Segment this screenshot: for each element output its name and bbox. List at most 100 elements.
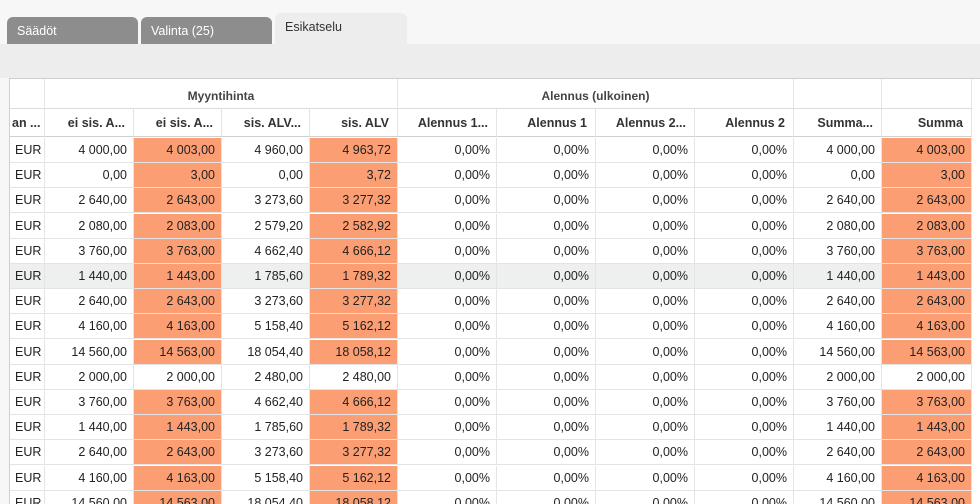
table-row[interactable]: EUR 3 760,00 3 763,00 4 662,40 4 666,12 0,00%…: [10, 390, 972, 415]
cell-gross-price-2: 18 058,12: [310, 340, 398, 365]
cell-sum-2: 3 763,00: [882, 239, 972, 264]
cell-discount-2: 0,00%: [695, 466, 794, 491]
cell-gross-price-1: 3 273,60: [222, 440, 310, 465]
cell-currency: EUR: [10, 264, 45, 289]
cell-currency: EUR: [10, 314, 45, 339]
cell-net-price-2: 2 643,00: [134, 188, 222, 213]
cell-currency: EUR: [10, 491, 45, 504]
table-row[interactable]: EUR 14 560,00 14 563,00 18 054,40 18 058,12 0…: [10, 340, 972, 365]
cell-currency: EUR: [10, 466, 45, 491]
table-row[interactable]: EUR 1 440,00 1 443,00 1 785,60 1 789,32 0,00%…: [10, 264, 972, 289]
cell-discount-2: 0,00%: [695, 314, 794, 339]
table-row[interactable]: EUR 2 080,00 2 083,00 2 579,20 2 582,92 0,00%…: [10, 214, 972, 239]
column-header-discount-1-a[interactable]: Alennus 1...: [398, 109, 497, 137]
cell-discount-2-a: 0,00%: [596, 314, 695, 339]
cell-discount-1: 0,00%: [497, 340, 596, 365]
table-row[interactable]: EUR 3 760,00 3 763,00 4 662,40 4 666,12 0,00%…: [10, 239, 972, 264]
cell-gross-price-1: 5 158,40: [222, 466, 310, 491]
cell-gross-price-2: 2 480,00: [310, 365, 398, 390]
cell-discount-1: 0,00%: [497, 239, 596, 264]
cell-discount-2: 0,00%: [695, 239, 794, 264]
cell-net-price-1: 14 560,00: [45, 340, 134, 365]
cell-sum-1: 2 640,00: [794, 440, 882, 465]
cell-discount-2-a: 0,00%: [596, 264, 695, 289]
table-row[interactable]: EUR 1 440,00 1 443,00 1 785,60 1 789,32 0,00%…: [10, 415, 972, 440]
cell-discount-2-a: 0,00%: [596, 289, 695, 314]
cell-sum-2: 2 643,00: [882, 440, 972, 465]
cell-discount-1: 0,00%: [497, 314, 596, 339]
cell-discount-1-a: 0,00%: [398, 390, 497, 415]
cell-sum-1: 2 640,00: [794, 289, 882, 314]
column-header-currency[interactable]: an ...: [10, 109, 45, 137]
column-header-sum-1[interactable]: Summa...: [794, 109, 882, 137]
cell-net-price-2: 2 083,00: [134, 214, 222, 239]
cell-sum-2: 2 083,00: [882, 214, 972, 239]
cell-net-price-2: 2 643,00: [134, 440, 222, 465]
table-row[interactable]: EUR 14 560,00 14 563,00 18 054,40 18 058,12 0…: [10, 491, 972, 504]
column-header-sum-2[interactable]: Summa: [882, 109, 972, 137]
cell-discount-1: 0,00%: [497, 365, 596, 390]
cell-net-price-1: 2 640,00: [45, 188, 134, 213]
cell-gross-price-1: 4 662,40: [222, 239, 310, 264]
cell-net-price-1: 2 640,00: [45, 440, 134, 465]
cell-currency: EUR: [10, 163, 45, 188]
cell-discount-1: 0,00%: [497, 440, 596, 465]
cell-discount-2: 0,00%: [695, 491, 794, 504]
cell-discount-2-a: 0,00%: [596, 214, 695, 239]
cell-net-price-2: 2 000,00: [134, 365, 222, 390]
cell-sum-1: 2 080,00: [794, 214, 882, 239]
cell-gross-price-1: 1 785,60: [222, 415, 310, 440]
cell-sum-1: 4 000,00: [794, 138, 882, 163]
cell-gross-price-1: 4 960,00: [222, 138, 310, 163]
column-header-discount-1[interactable]: Alennus 1: [497, 109, 596, 137]
table-row[interactable]: EUR 4 160,00 4 163,00 5 158,40 5 162,12 0,00%…: [10, 314, 972, 339]
group-header-myyntihinta: Myyntihinta: [45, 79, 398, 109]
cell-discount-1-a: 0,00%: [398, 415, 497, 440]
cell-gross-price-2: 1 789,32: [310, 415, 398, 440]
cell-net-price-1: 2 000,00: [45, 365, 134, 390]
table-row[interactable]: EUR 2 640,00 2 643,00 3 273,60 3 277,32 0,00%…: [10, 440, 972, 465]
cell-discount-2: 0,00%: [695, 163, 794, 188]
cell-sum-2: 14 563,00: [882, 491, 972, 504]
cell-gross-price-1: 0,00: [222, 163, 310, 188]
cell-sum-2: 2 000,00: [882, 365, 972, 390]
cell-net-price-1: 2 640,00: [45, 289, 134, 314]
cell-net-price-1: 3 760,00: [45, 390, 134, 415]
column-header-net-price-1[interactable]: ei sis. A...: [45, 109, 134, 137]
tab-saadot[interactable]: Säädöt: [7, 17, 138, 44]
cell-net-price-2: 14 563,00: [134, 491, 222, 504]
cell-discount-2-a: 0,00%: [596, 340, 695, 365]
cell-discount-1-a: 0,00%: [398, 365, 497, 390]
cell-currency: EUR: [10, 239, 45, 264]
table-row[interactable]: EUR 4 160,00 4 163,00 5 158,40 5 162,12 0,00%…: [10, 466, 972, 491]
cell-net-price-1: 14 560,00: [45, 491, 134, 504]
cell-net-price-2: 3,00: [134, 163, 222, 188]
cell-discount-1: 0,00%: [497, 214, 596, 239]
cell-discount-1-a: 0,00%: [398, 188, 497, 213]
cell-currency: EUR: [10, 289, 45, 314]
cell-gross-price-1: 18 054,40: [222, 491, 310, 504]
cell-gross-price-2: 4 666,12: [310, 390, 398, 415]
column-header-discount-2-a[interactable]: Alennus 2...: [596, 109, 695, 137]
tab-esikatselu[interactable]: Esikatselu: [275, 13, 407, 44]
cell-currency: EUR: [10, 390, 45, 415]
cell-net-price-1: 4 000,00: [45, 138, 134, 163]
table-row[interactable]: EUR 2 000,00 2 000,00 2 480,00 2 480,00 0,00%…: [10, 365, 972, 390]
column-header-gross-price-1[interactable]: sis. ALV...: [222, 109, 310, 137]
cell-net-price-1: 2 080,00: [45, 214, 134, 239]
table-row[interactable]: EUR 2 640,00 2 643,00 3 273,60 3 277,32 0,00%…: [10, 289, 972, 314]
cell-discount-2: 0,00%: [695, 289, 794, 314]
column-header-net-price-2[interactable]: ei sis. A...: [134, 109, 222, 137]
column-header-gross-price-2[interactable]: sis. ALV: [310, 109, 398, 137]
cell-net-price-2: 14 563,00: [134, 340, 222, 365]
tab-valinta[interactable]: Valinta (25): [141, 17, 272, 44]
cell-discount-1-a: 0,00%: [398, 440, 497, 465]
tab-bar: Säädöt Valinta (25) Esikatselu: [0, 0, 980, 44]
cell-discount-2-a: 0,00%: [596, 415, 695, 440]
cell-discount-2-a: 0,00%: [596, 239, 695, 264]
table-row[interactable]: EUR 0,00 3,00 0,00 3,72 0,00% 0,00% 0,00% 0,00% 0…: [10, 163, 972, 188]
cell-gross-price-2: 3 277,32: [310, 440, 398, 465]
table-row[interactable]: EUR 4 000,00 4 003,00 4 960,00 4 963,72 0,00%…: [10, 138, 972, 163]
column-header-discount-2[interactable]: Alennus 2: [695, 109, 794, 137]
table-row[interactable]: EUR 2 640,00 2 643,00 3 273,60 3 277,32 0,00%…: [10, 188, 972, 213]
